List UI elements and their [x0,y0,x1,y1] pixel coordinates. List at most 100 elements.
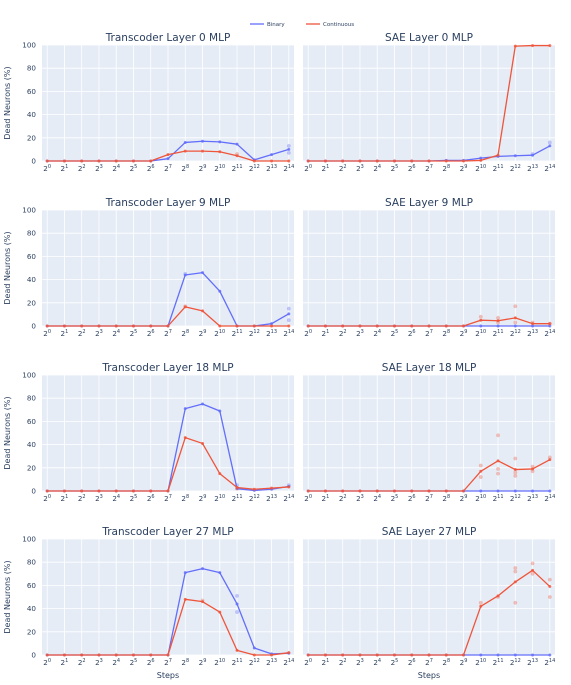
series-continuous [306,433,552,493]
data-point [166,489,170,493]
data-point [183,149,187,153]
x-tick-label: 23 [356,329,364,338]
x-tick-label: 29 [460,494,468,503]
data-point [183,407,187,411]
data-point [513,580,517,584]
data-point [496,594,500,598]
x-axis-title: Steps [418,671,440,680]
data-point [341,653,345,657]
x-tick-label: 212 [510,494,521,503]
data-point [306,324,310,328]
x-tick-label: 25 [130,658,138,667]
data-point [548,44,552,48]
x-tick-label: 26 [408,164,416,173]
x-tick-label: 210 [214,494,225,503]
seed-point [513,470,518,475]
x-tick-label: 21 [322,329,330,338]
seed-point [478,600,483,605]
data-point [252,653,256,657]
x-tick-label: 211 [232,494,243,503]
data-point [80,489,84,493]
x-tick-label: 213 [266,658,277,667]
data-point [201,402,205,406]
data-point [410,159,414,163]
data-point [201,441,205,445]
data-point [235,142,239,146]
data-point [306,159,310,163]
data-point [375,653,379,657]
x-tick-label: 24 [112,329,120,338]
data-point [166,324,170,328]
data-point [531,324,535,328]
y-tick-label: 80 [27,558,37,567]
series-continuous [306,561,552,657]
data-point [287,147,291,151]
data-point [183,140,187,144]
data-point [287,312,291,316]
x-tick-label: 214 [283,658,294,667]
x-tick-label: 26 [147,164,155,173]
data-point [410,489,414,493]
data-point [375,489,379,493]
data-point [358,489,362,493]
data-point [131,324,135,328]
data-point [323,159,327,163]
x-tick-label: 26 [408,329,416,338]
data-point [252,646,256,650]
data-point [410,324,414,328]
x-tick-label: 23 [356,494,364,503]
x-tick-label: 28 [181,658,189,667]
data-point [392,653,396,657]
x-tick-label: 27 [164,658,172,667]
data-point [531,322,535,326]
x-tick-label: 213 [266,494,277,503]
x-tick-label: 22 [339,164,347,173]
x-tick-label: 20 [43,658,51,667]
data-point [479,469,483,473]
seed-point [530,464,535,469]
x-tick-label: 25 [391,494,399,503]
x-tick-label: 29 [199,164,207,173]
x-tick-label: 214 [544,329,555,338]
x-tick-label: 23 [356,658,364,667]
x-tick-label: 27 [425,494,433,503]
y-tick-label: 0 [31,651,36,660]
seed-point [286,318,291,323]
x-tick-label: 211 [493,164,504,173]
y-tick-label: 60 [27,581,37,590]
x-tick-label: 25 [391,329,399,338]
x-tick-label: 28 [442,164,450,173]
y-tick-label: 0 [31,487,36,496]
x-tick-label: 210 [475,164,486,173]
x-tick-label: 211 [493,658,504,667]
x-tick-label: 28 [442,329,450,338]
data-point [513,44,517,48]
data-point [427,653,431,657]
data-point [358,159,362,163]
x-tick-label: 20 [43,164,51,173]
x-tick-label: 214 [283,494,294,503]
x-tick-label: 27 [164,494,172,503]
x-tick-label: 25 [130,329,138,338]
data-point [131,159,135,163]
y-axis-title: Dead Neurons (%) [3,66,12,139]
seed-point [513,566,518,570]
data-point [80,159,84,163]
data-point [166,157,170,161]
x-tick-label: 21 [61,658,69,667]
data-point [62,324,66,328]
panel-3: SAE Layer 9 MLP 20 21 22 23 24 25 26 27 28 29 210 21… [303,197,555,338]
data-point [45,159,49,163]
seed-point [496,315,500,320]
data-point [444,159,448,163]
legend-item-continuous: Continuous [306,22,354,28]
y-tick-label: 40 [27,604,37,613]
x-tick-label: 29 [460,164,468,173]
y-tick-label: 20 [27,133,37,142]
y-tick-label: 80 [27,64,37,73]
x-tick-label: 214 [544,658,555,667]
y-tick-label: 40 [27,110,37,119]
data-point [201,567,205,571]
data-point [287,324,291,328]
data-point [531,489,535,493]
